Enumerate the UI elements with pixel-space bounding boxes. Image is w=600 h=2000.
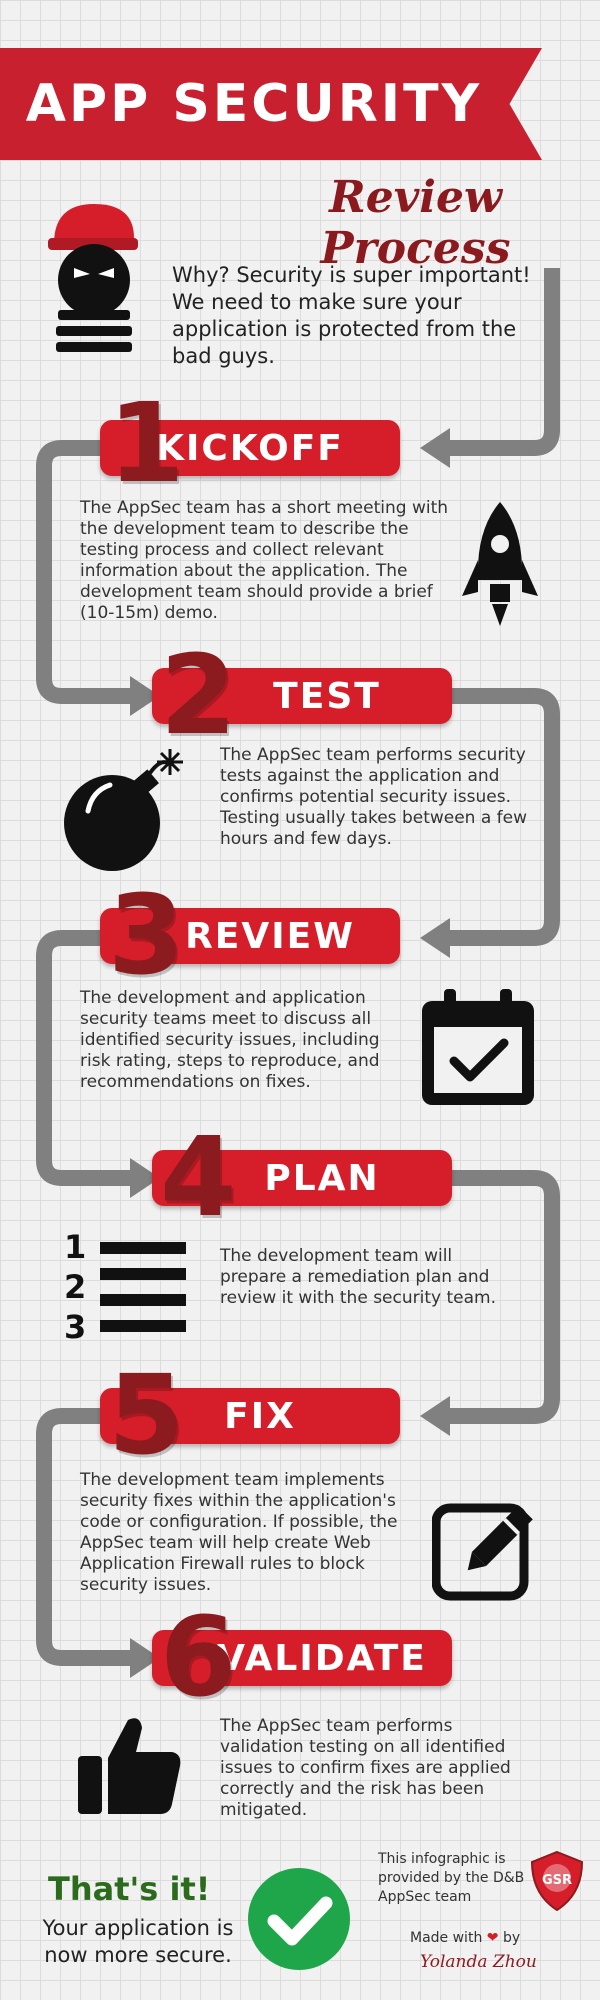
author-signature: Yolanda Zhou bbox=[420, 1952, 537, 1972]
step-5-number: 5 bbox=[108, 1351, 185, 1479]
step-6-label: VALIDATE bbox=[152, 1630, 452, 1686]
step-4-label: PLAN bbox=[152, 1150, 452, 1206]
step-2-label: TEST bbox=[152, 668, 452, 724]
step-1-label: KICKOFF bbox=[100, 420, 400, 476]
step-2-number: 2 bbox=[160, 631, 237, 759]
made-with-text: Made with bbox=[410, 1930, 483, 1946]
calendar-check-icon bbox=[422, 989, 534, 1105]
list-number: 3 bbox=[64, 1308, 87, 1346]
step-4-description: The development team will prepare a reme… bbox=[220, 1246, 496, 1308]
made-with-line: Made with ❤ by bbox=[410, 1930, 520, 1946]
check-circle-icon bbox=[248, 1868, 350, 1970]
done-title: That's it! bbox=[48, 1870, 211, 1908]
step-3-number: 3 bbox=[108, 871, 185, 999]
done-text: Your application is now more secure. bbox=[42, 1916, 234, 1967]
step-6-number: 6 bbox=[160, 1593, 237, 1721]
numbered-list-icon: 1 2 3 bbox=[60, 1228, 190, 1348]
step-2-description: The AppSec team performs security tests … bbox=[220, 745, 528, 849]
title-banner: APP SECURITY bbox=[0, 48, 542, 160]
by-text: by bbox=[502, 1930, 521, 1946]
list-number: 2 bbox=[64, 1268, 87, 1306]
thumbs-up-icon bbox=[78, 1718, 181, 1814]
edit-icon bbox=[432, 1503, 533, 1601]
step-4-number: 4 bbox=[160, 1113, 237, 1241]
bomb-icon bbox=[64, 749, 183, 871]
page-subtitle: Review Process bbox=[320, 172, 511, 274]
burglar-icon bbox=[48, 204, 138, 352]
step-3-label: REVIEW bbox=[100, 908, 400, 964]
gsr-logo-icon: GSR bbox=[530, 1850, 584, 1912]
gsr-logo-text: GSR bbox=[542, 1873, 572, 1888]
intro-text: Why? Security is super important! We nee… bbox=[172, 263, 531, 368]
step-1-number: 1 bbox=[108, 379, 185, 507]
step-6-description: The AppSec team performs validation test… bbox=[220, 1716, 511, 1820]
step-5-description: The development team implements security… bbox=[80, 1470, 398, 1595]
heart-icon: ❤ bbox=[486, 1930, 499, 1946]
page-title: APP SECURITY bbox=[25, 74, 483, 134]
rocket-icon bbox=[462, 502, 538, 626]
step-5-label: FIX bbox=[100, 1388, 400, 1444]
step-1-description: The AppSec team has a short meeting with… bbox=[80, 498, 449, 623]
step-3-description: The development and application security… bbox=[80, 988, 380, 1092]
provided-text: This infographic is provided by the D&B … bbox=[378, 1851, 525, 1905]
list-number: 1 bbox=[64, 1228, 87, 1266]
